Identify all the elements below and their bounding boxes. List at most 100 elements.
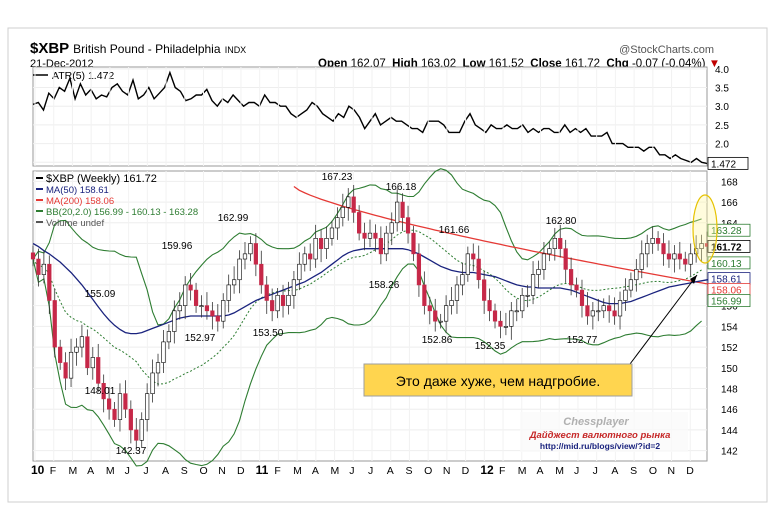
candle-body [47,263,52,301]
candle-body [411,232,416,255]
candle-body [607,305,612,312]
candle-body [90,357,95,369]
candle-body [503,326,508,328]
candle-body [655,238,661,244]
candle-body [183,284,188,306]
ma200-line [293,185,735,285]
price-tick-label: 146 [721,405,738,416]
candle-body [85,336,90,369]
candle-body [579,289,585,306]
candle-body [329,227,335,239]
x-tick-label: F [274,465,280,477]
candle-body [335,217,340,229]
stamp-subtitle: Дайджест валютного рынка [529,430,671,441]
swing-annotation: 162.99 [218,213,249,224]
x-tick-label: O [649,465,657,477]
x-tick-label: J [125,465,130,477]
legend-label: BB(20,2.0) 156.99 - 160.13 - 163.28 [46,207,198,218]
price-tick-label: 154 [721,322,738,333]
bb-lower-line [32,258,702,467]
x-tick-label: S [181,465,188,477]
candle-body [683,258,688,265]
x-tick-label: J [368,465,373,477]
candle-body [623,289,628,301]
candle-body [280,294,286,306]
swing-annotation: 159.96 [162,241,193,252]
x-tick-label: M [293,465,302,477]
atr-legend: ATR(5) 1.472 [52,70,114,82]
x-tick-label: A [312,465,319,477]
candle-body [530,274,536,296]
candle-body [699,243,704,249]
legend-label: $XBP (Weekly) 161.72 [46,173,157,185]
candle-body [541,253,547,270]
bb-upper-line [32,168,702,326]
swing-annotation: 166.18 [386,182,417,193]
candle-body [193,289,199,306]
x-tick-label: A [87,465,94,477]
candle-body [357,212,362,234]
callout-arrow-line [629,274,698,365]
candle-body [395,201,400,224]
candle-body [291,279,297,296]
candle-body [482,279,487,301]
candle-body [166,331,171,343]
candle-body [400,201,405,218]
candle-body [318,238,324,249]
symbol-header: $XBP British Pound - Philadelphia INDX [30,40,246,57]
candle-body [373,232,378,239]
candle-body [150,372,155,394]
candle-body [465,253,470,275]
x-tick-label: A [611,465,618,477]
candle-body [161,341,166,363]
candle-body [134,429,139,441]
x-tick-label: S [630,465,637,477]
candle-body [601,305,606,312]
x-tick-label: O [200,465,208,477]
price-tick-label: 148 [721,385,738,396]
candle-body [74,346,79,353]
x-tick-label: N [668,465,676,477]
legend-swatch [36,221,43,223]
candle-body [58,346,63,363]
right-value-label: 163.28 [711,226,742,237]
x-tick-label: N [443,465,451,477]
x-tick-label: 10 [31,463,45,477]
candle-body [498,320,503,327]
x-tick-label: J [593,465,598,477]
right-value-label: 156.99 [711,297,742,308]
candle-body [405,217,411,234]
bb-mid-line [32,229,702,385]
candle-body [117,393,123,420]
x-tick-label: M [331,465,340,477]
candle-body [639,253,644,270]
price-tick-label: 156 [721,302,738,313]
candle-body [650,238,655,244]
x-tick-label: N [218,465,226,477]
price-tick-label: 166 [721,198,738,209]
legend-swatch [36,199,43,201]
candle-body [215,315,220,322]
x-tick-label: J [574,465,579,477]
candle-body [547,248,552,255]
swing-annotation: 158.26 [369,280,400,291]
candle-body [520,294,525,312]
atr-tick-label: 2.5 [715,121,729,132]
legend-swatch [36,177,43,179]
candle-body [487,300,492,312]
candle-body [422,284,427,306]
candle-body [237,258,242,281]
candle-body [242,253,248,260]
candle-body [438,320,443,323]
candle-body [30,252,36,260]
x-tick-label: O [424,465,432,477]
swing-annotation: 162.80 [546,216,577,227]
candle-body [688,253,693,265]
candle-body [628,279,634,291]
candle-body [661,243,666,255]
right-value-label: 161.72 [711,242,742,253]
candle-body [634,269,639,281]
candle-body [199,305,204,307]
candle-body [536,269,541,275]
x-tick-label: 12 [480,463,494,477]
